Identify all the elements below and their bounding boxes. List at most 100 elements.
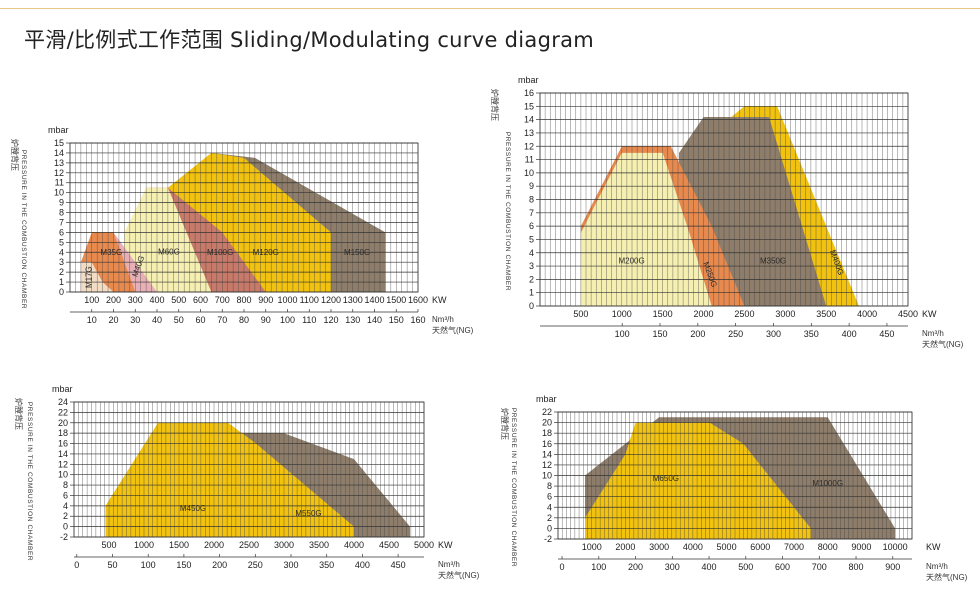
- y-tick-label: 13: [54, 158, 64, 168]
- y-tick-label: 18: [58, 428, 68, 438]
- y-tick-label: 14: [58, 449, 68, 459]
- side-label-en: PRESSURE IN THE COMBUSTION CHAMBER: [20, 150, 27, 309]
- y-tick-label: 12: [542, 460, 552, 470]
- y-tick-label: 10: [542, 471, 552, 481]
- y-tick-label: 3: [59, 257, 64, 267]
- ng-tick-label: 200: [628, 562, 643, 572]
- y-tick-label: -2: [544, 534, 552, 544]
- chart-3: M450GM550G-2024681012141618202224mbar500…: [14, 384, 480, 580]
- y-tick-label: 11: [525, 155, 534, 165]
- ng-tick-label: 50: [174, 315, 184, 325]
- ng-tick-label: 140: [367, 315, 382, 325]
- y-tick-label: 8: [59, 208, 64, 218]
- kw-tick-label: 1000: [582, 542, 602, 552]
- side-label-en: PRESSURE IN THE COMBUSTION CHAMBER: [26, 402, 33, 561]
- side-label-cn: 炉膛背压: [500, 408, 510, 440]
- ng-tick-label: 80: [239, 315, 249, 325]
- kw-tick-label: 1500: [386, 295, 406, 305]
- region-label: M35G: [100, 248, 122, 257]
- ng-unit-label: Nm³/h: [438, 560, 460, 569]
- ng-tick-label: 350: [804, 329, 819, 339]
- y-tick-label: 20: [58, 418, 68, 428]
- kw-tick-label: 6000: [750, 542, 770, 552]
- y-tick-label: 16: [524, 88, 534, 98]
- y-axis-label: mbar: [48, 125, 69, 135]
- y-tick-label: 7: [529, 208, 534, 218]
- region-label: M150G: [344, 248, 370, 257]
- region-label: M350G: [760, 256, 786, 265]
- y-tick-label: 15: [54, 138, 64, 148]
- y-tick-label: 16: [542, 439, 552, 449]
- kw-tick-label: 2500: [239, 540, 259, 550]
- ng-tick-label: 150: [652, 329, 667, 339]
- y-tick-label: 7: [59, 217, 64, 227]
- y-tick-label: 3: [529, 261, 534, 271]
- kw-tick-label: 4000: [344, 540, 364, 550]
- y-tick-label: 2: [529, 274, 534, 284]
- ng-tick-label: 350: [319, 560, 334, 570]
- region-label: M17G: [85, 266, 94, 288]
- kw-tick-label: 3500: [309, 540, 329, 550]
- y-tick-label: -2: [60, 532, 68, 542]
- region-label: M60G: [158, 247, 180, 256]
- region-m650g: [585, 422, 811, 539]
- y-tick-label: 0: [547, 523, 552, 533]
- kw-tick-label: 500: [171, 295, 186, 305]
- y-tick-label: 2: [63, 511, 68, 521]
- kw-tick-label: 3000: [649, 542, 669, 552]
- ng-tick-label: 200: [690, 329, 705, 339]
- ng-tick-label: 800: [849, 562, 864, 572]
- kw-tick-label: 2000: [204, 540, 224, 550]
- region-m200g: [580, 152, 712, 306]
- kw-tick-label: 600: [193, 295, 208, 305]
- y-tick-label: 4: [59, 247, 64, 257]
- y-tick-label: 8: [63, 480, 68, 490]
- ng-tick-label: 250: [728, 329, 743, 339]
- kw-tick-label: 700: [215, 295, 230, 305]
- y-tick-label: 20: [542, 418, 552, 428]
- kw-tick-label: 7000: [784, 542, 804, 552]
- kw-tick-label: 1000: [134, 540, 154, 550]
- y-tick-label: 1: [529, 288, 534, 298]
- ng-axis-label: 天然气(NG): [432, 325, 474, 335]
- kw-tick-label: 5000: [717, 542, 737, 552]
- kw-tick-label: 2000: [694, 309, 714, 319]
- y-tick-label: 22: [542, 407, 552, 417]
- y-tick-label: 10: [524, 168, 534, 178]
- kw-axis-label: KW: [438, 540, 453, 550]
- region-label: M120G: [253, 248, 279, 257]
- kw-tick-label: 500: [573, 309, 588, 319]
- ng-tick-label: 100: [141, 560, 156, 570]
- kw-tick-label: 9000: [851, 542, 871, 552]
- page-title: 平滑/比例式工作范围 Sliding/Modulating curve diag…: [24, 28, 595, 52]
- kw-tick-label: 2000: [615, 542, 635, 552]
- ng-tick-label: 100: [615, 329, 630, 339]
- y-tick-label: 8: [529, 195, 534, 205]
- ng-tick-label: 30: [130, 315, 140, 325]
- y-tick-label: 12: [58, 459, 68, 469]
- ng-tick-label: 600: [775, 562, 790, 572]
- ng-unit-label: Nm³/h: [922, 329, 944, 338]
- y-tick-label: 0: [529, 301, 534, 311]
- y-tick-label: 6: [547, 492, 552, 502]
- ng-tick-label: 130: [345, 315, 360, 325]
- kw-tick-label: 4000: [857, 309, 877, 319]
- y-tick-label: 2: [59, 267, 64, 277]
- region-label: M550G: [295, 509, 321, 518]
- y-tick-label: 8: [547, 481, 552, 491]
- ng-tick-label: 100: [280, 315, 295, 325]
- side-label-en: PRESSURE IN THE COMBUSTION CHAMBER: [504, 132, 511, 291]
- kw-tick-label: 100: [84, 295, 99, 305]
- ng-tick-label: 100: [591, 562, 606, 572]
- y-tick-label: 10: [58, 470, 68, 480]
- ng-tick-label: 450: [879, 329, 894, 339]
- y-tick-label: 5: [59, 237, 64, 247]
- ng-tick-label: 70: [217, 315, 227, 325]
- kw-tick-label: 3000: [775, 309, 795, 319]
- kw-tick-label: 1300: [343, 295, 363, 305]
- ng-tick-label: 200: [212, 560, 227, 570]
- kw-tick-label: 200: [106, 295, 121, 305]
- plot-frame: [69, 142, 419, 293]
- kw-tick-label: 1500: [169, 540, 189, 550]
